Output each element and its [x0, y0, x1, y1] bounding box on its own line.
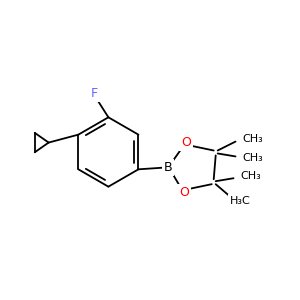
Text: CH₃: CH₃: [242, 153, 263, 164]
Text: O: O: [179, 186, 189, 199]
Text: B: B: [164, 161, 172, 174]
Text: O: O: [181, 136, 191, 149]
Text: CH₃: CH₃: [242, 134, 263, 144]
Text: H₃C: H₃C: [230, 196, 250, 206]
Text: F: F: [91, 87, 98, 100]
Text: CH₃: CH₃: [241, 171, 261, 181]
